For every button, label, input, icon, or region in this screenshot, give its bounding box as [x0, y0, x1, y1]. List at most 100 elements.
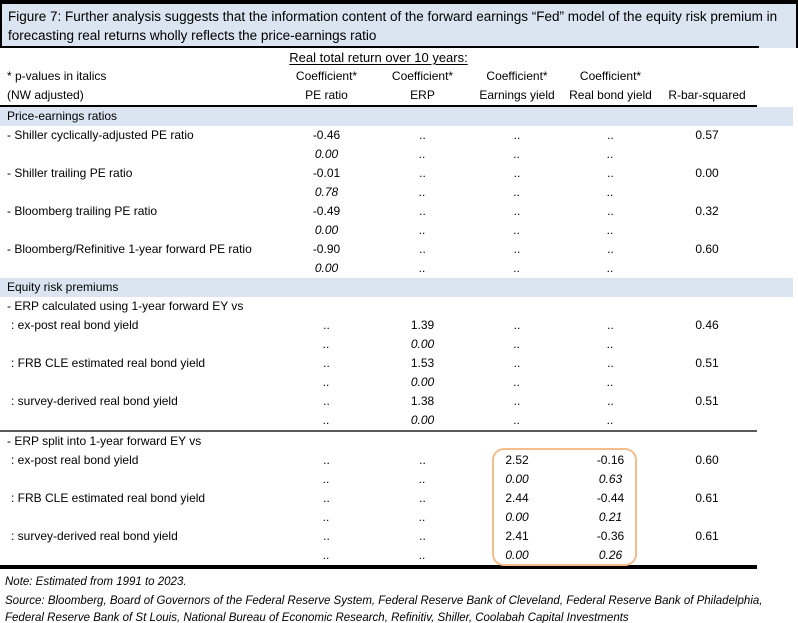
column-header: Real bond yield	[569, 88, 652, 102]
table-row: : survey-derived real bond yield.... 2.41…	[0, 527, 757, 546]
figure-title: Figure 7: Further analysis suggests that…	[0, 0, 798, 48]
value-cell: ..	[323, 472, 330, 486]
table-row: - ERP calculated using 1-year forward EY…	[0, 297, 757, 316]
row-label: - ERP split into 1-year forward EY vs	[7, 434, 202, 448]
value-cell: 0.60	[695, 453, 719, 467]
value-cell: ..	[419, 166, 426, 180]
table-row: 0.00......	[0, 259, 757, 278]
value-cell: 0.00	[314, 223, 339, 237]
row-label: : survey-derived real bond yield	[11, 529, 178, 543]
row-label	[0, 183, 278, 202]
value-cell: ..	[513, 394, 521, 408]
column-header: PE ratio	[305, 88, 348, 102]
column-header-row-1: * p-values in italics Coefficient* Coeff…	[0, 67, 757, 86]
span-header-text: Real total return over 10 years:	[289, 50, 468, 65]
value-cell	[657, 373, 757, 392]
table-row: : ex-post real bond yield.... 2.52 -0.16 0.…	[0, 451, 757, 470]
value-cell: 1.38	[410, 394, 435, 408]
section-divider	[0, 430, 757, 432]
value-cell: -0.49	[312, 204, 341, 218]
value-cell: ..	[513, 375, 521, 389]
value-cell: 0.00	[505, 548, 529, 562]
row-label	[0, 259, 278, 278]
row-label	[0, 411, 278, 430]
row-label	[0, 508, 278, 527]
value-cell: ..	[513, 204, 521, 218]
table-row: 0.78......	[0, 183, 757, 202]
value-cell	[657, 145, 757, 164]
row-label: : FRB CLE estimated real bond yield	[11, 356, 206, 370]
column-header: ERP	[410, 88, 435, 102]
value-cell	[657, 508, 757, 527]
value-cell: 0.00	[314, 261, 339, 275]
value-cell: 2.41	[505, 529, 529, 543]
value-cell: ..	[323, 529, 330, 543]
value-cell: ..	[513, 185, 521, 199]
column-header-row-2: (NW adjusted) PE ratio ERP Earnings yiel…	[0, 86, 757, 105]
value-cell: ..	[607, 223, 614, 237]
value-cell: ..	[513, 337, 521, 351]
row-label	[0, 335, 278, 354]
column-header: Earnings yield	[479, 88, 555, 102]
value-cell: ..	[607, 337, 614, 351]
value-cell: ..	[607, 356, 614, 370]
table-row: : survey-derived real bond yield.. 1.38..…	[0, 392, 757, 411]
value-cell: ..	[419, 261, 426, 275]
value-cell: ..	[513, 166, 521, 180]
value-cell: ..	[513, 261, 521, 275]
value-cell: ..	[513, 413, 521, 427]
left-header-line1: * p-values in italics	[7, 69, 107, 83]
value-cell: 0.00	[410, 337, 435, 351]
value-cell: 0.63	[598, 472, 623, 486]
row-label	[0, 221, 278, 240]
value-cell: 0.26	[598, 548, 623, 562]
value-cell: ..	[323, 413, 330, 427]
value-cell: ..	[419, 128, 426, 142]
value-cell: 0.51	[695, 356, 719, 370]
value-cell: ..	[513, 356, 521, 370]
value-cell	[657, 335, 757, 354]
value-cell: 0.21	[598, 510, 623, 524]
note-text: Note: Estimated from 1991 to 2023.	[5, 576, 187, 588]
row-label: - Shiller trailing PE ratio	[7, 166, 133, 180]
section-header: Price-earnings ratios	[0, 107, 793, 126]
table-row: 0.00......	[0, 221, 757, 240]
row-label	[0, 546, 278, 565]
bottom-rule	[0, 565, 757, 569]
value-cell: ..	[419, 529, 426, 543]
value-cell: 1.39	[410, 318, 435, 332]
value-cell: ..	[513, 223, 521, 237]
table-row: .... 0.00 0.21	[0, 508, 757, 527]
row-label	[0, 373, 278, 392]
column-header	[657, 67, 757, 86]
value-cell: 0.60	[695, 242, 719, 256]
value-cell: ..	[513, 147, 521, 161]
table-row: .... 0.00 0.63	[0, 470, 757, 489]
column-header: Coefficient*	[486, 69, 548, 83]
table-row: .. 0.00....	[0, 373, 757, 392]
value-cell: ..	[323, 394, 330, 408]
value-cell: -0.44	[596, 491, 625, 505]
value-cell: ..	[607, 413, 614, 427]
table-row: - ERP split into 1-year forward EY vs	[0, 432, 757, 451]
value-cell: 0.46	[695, 318, 719, 332]
value-cell: ..	[513, 318, 521, 332]
header-rule	[0, 105, 757, 107]
value-cell: ..	[419, 510, 426, 524]
value-cell: ..	[419, 491, 426, 505]
value-cell: -0.36	[596, 529, 625, 543]
value-cell: 0.57	[695, 128, 719, 142]
value-cell: 1.53	[410, 356, 435, 370]
value-cell: ..	[419, 223, 426, 237]
value-cell: 0.00	[505, 472, 529, 486]
column-header: Coefficient*	[391, 69, 454, 83]
value-cell: ..	[323, 375, 330, 389]
value-cell: ..	[607, 318, 614, 332]
table-row: : ex-post real bond yield.. 1.39.... 0.46	[0, 316, 757, 335]
table-row: - Shiller trailing PE ratio -0.01...... 0.…	[0, 164, 757, 183]
value-cell: ..	[419, 147, 426, 161]
value-cell: ..	[323, 548, 330, 562]
row-label: - Bloomberg/Refinitive 1-year forward PE…	[7, 242, 252, 256]
value-cell: ..	[513, 128, 521, 142]
